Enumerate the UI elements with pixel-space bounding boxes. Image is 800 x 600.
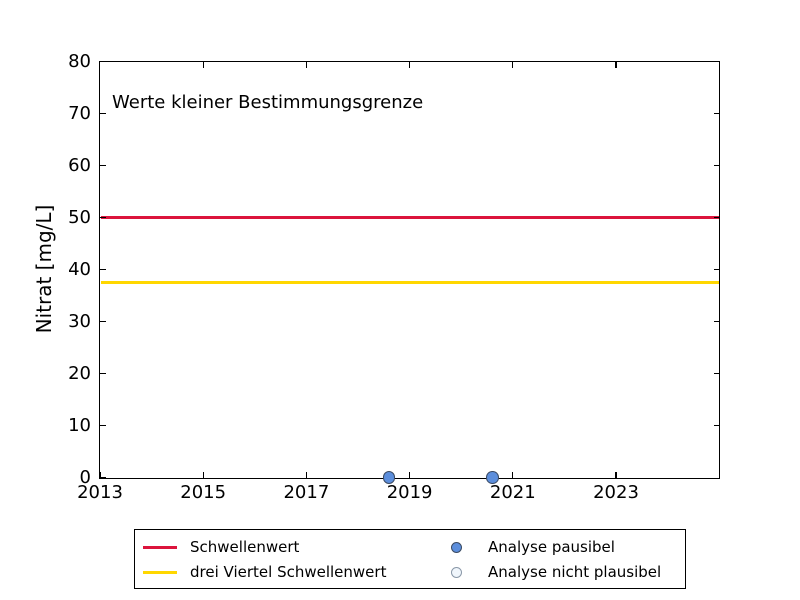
y-axis-tick [100, 476, 106, 479]
legend: Schwellenwert drei Viertel Schwellenwert… [134, 529, 686, 589]
x-axis-tick-label: 2013 [77, 482, 123, 503]
x-axis-tick-label: 2017 [283, 482, 330, 503]
plot-area [99, 61, 720, 479]
y-axis-tick [100, 320, 106, 323]
y-axis-tick [100, 372, 106, 375]
x-axis-tick-label: 2023 [593, 482, 639, 503]
y-axis-tick-label: 0 [79, 466, 91, 488]
y-axis-tick [100, 164, 106, 167]
data-point [382, 471, 396, 484]
legend-entry-label: drei Viertel Schwellenwert [190, 563, 387, 581]
y-axis-tick [100, 216, 106, 219]
x-axis-tick [512, 472, 514, 478]
legend-entry-label: Analyse nicht plausibel [488, 563, 662, 581]
y-axis-tick-label: 10 [68, 414, 91, 436]
y-axis-label: Nitrat [mg/L] [32, 204, 56, 334]
y-axis-tick [100, 268, 106, 271]
y-axis-tick-label: 50 [68, 206, 91, 228]
y-axis-tick [713, 112, 719, 115]
x-axis-tick-label: 2015 [180, 482, 227, 503]
threshold-line-schwellenwert [100, 216, 719, 219]
x-axis-tick [512, 62, 514, 68]
x-axis-tick [202, 472, 204, 478]
x-axis-tick [615, 472, 617, 478]
x-axis-tick [99, 472, 101, 478]
y-axis-tick [713, 268, 719, 271]
data-point [486, 471, 499, 484]
x-axis-tick [305, 472, 308, 478]
y-axis-tick-label: 30 [68, 310, 91, 332]
legend-entry-label: Schwellenwert [190, 538, 300, 556]
y-axis-tick [713, 164, 719, 167]
y-axis-tick [713, 372, 719, 375]
annotation-text: Werte kleiner Bestimmungsgrenze [112, 92, 424, 113]
legend-line-sample-red [143, 546, 177, 549]
x-axis-tick-label: 2021 [489, 482, 536, 503]
x-axis-tick [408, 472, 411, 478]
legend-marker-open-circle [451, 566, 462, 578]
y-axis-tick [100, 424, 106, 427]
x-axis-tick [202, 62, 204, 68]
y-axis-tick-label: 60 [68, 154, 91, 176]
y-axis-tick [713, 320, 719, 323]
y-axis-tick-label: 70 [68, 102, 91, 124]
legend-line-sample-yellow [143, 571, 177, 574]
y-axis-tick [713, 424, 719, 427]
x-axis-tick [408, 62, 411, 68]
legend-marker-filled-circle [451, 541, 462, 553]
x-axis-tick [615, 62, 617, 68]
x-axis-tick-label: 2019 [386, 482, 433, 503]
y-axis-tick [100, 112, 106, 115]
x-axis-tick [305, 62, 308, 68]
y-axis-tick-label: 20 [68, 362, 91, 384]
threshold-line-drei-viertel [100, 281, 719, 284]
y-axis-tick [713, 216, 719, 219]
y-axis-tick-label: 80 [68, 50, 91, 72]
legend-entry-label: Analyse pausibel [488, 538, 615, 556]
y-axis-tick-label: 40 [68, 258, 91, 280]
